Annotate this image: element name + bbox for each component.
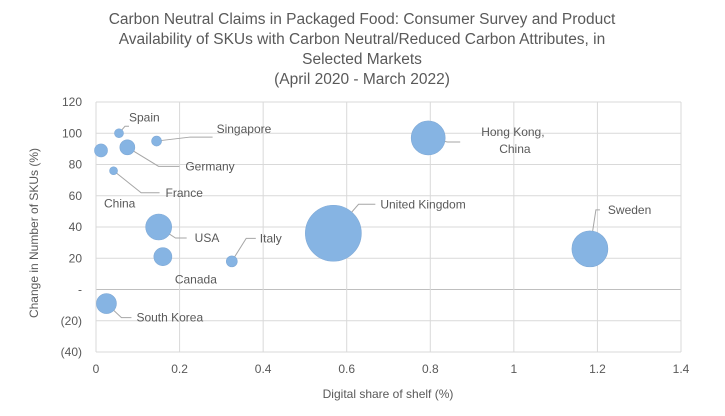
bubble-sweden bbox=[571, 230, 609, 268]
chart-title-line: Carbon Neutral Claims in Packaged Food: … bbox=[108, 11, 616, 28]
x-tick-label: 0.8 bbox=[422, 362, 439, 376]
point-label: Spain bbox=[129, 110, 160, 124]
point-label: USA bbox=[195, 231, 220, 245]
leader-line bbox=[156, 136, 213, 142]
x-tick-label: 0.2 bbox=[171, 362, 188, 376]
leader-line bbox=[231, 237, 256, 262]
point-label: South Korea bbox=[136, 311, 203, 325]
chart-title-line: (April 2020 - March 2022) bbox=[274, 71, 450, 88]
point-label: China bbox=[104, 196, 136, 210]
x-tick-label: 0.4 bbox=[255, 362, 272, 376]
point-label: Sweden bbox=[608, 203, 651, 217]
axes: 120 100 80 60 40 20 - (20) (40) 0 0.2 0.4 0.6 0.8 1 1.2… bbox=[61, 95, 690, 376]
chart-title: Carbon Neutral Claims in Packaged Food: … bbox=[62, 10, 662, 90]
point-label: France bbox=[166, 186, 204, 200]
point-label: United Kingdom bbox=[380, 197, 465, 211]
x-tick-label: 1 bbox=[511, 362, 518, 376]
y-tick-label: 120 bbox=[62, 95, 82, 109]
bubble-singapore bbox=[151, 135, 162, 147]
bubble-usa bbox=[145, 213, 172, 241]
x-tick-label: 1.4 bbox=[673, 362, 690, 376]
bubble-spain bbox=[114, 128, 124, 139]
point-labels: Spain Singapore China Germany France USA Canad… bbox=[104, 110, 651, 324]
y-tick-label: 80 bbox=[69, 158, 83, 172]
y-tick-label: 40 bbox=[69, 220, 83, 234]
x-tick-label: 0.6 bbox=[338, 362, 355, 376]
point-label: Italy bbox=[260, 231, 282, 245]
y-tick-label: 60 bbox=[69, 189, 83, 203]
x-tick-label: 1.2 bbox=[589, 362, 606, 376]
y-axis-label: Change in Number of SKUs (%) bbox=[27, 148, 41, 318]
x-tick-label: 0 bbox=[93, 362, 100, 376]
y-tick-label: - bbox=[78, 283, 82, 297]
y-tick-label: 20 bbox=[69, 251, 83, 265]
bubble-france bbox=[109, 166, 118, 176]
leader-line bbox=[127, 146, 180, 167]
point-label: Canada bbox=[175, 273, 217, 287]
bubble-canada bbox=[153, 247, 173, 266]
bubble-south-korea bbox=[96, 293, 117, 314]
bubbles bbox=[94, 120, 609, 314]
bubble-italy bbox=[226, 255, 238, 268]
point-label: Hong Kong, China bbox=[481, 125, 544, 156]
chart-title-line: Selected Markets bbox=[302, 51, 422, 68]
y-tick-label: (40) bbox=[61, 345, 82, 359]
chart-title-line: Availability of SKUs with Carbon Neutral… bbox=[118, 31, 606, 48]
leader-line bbox=[113, 170, 160, 194]
bubble-united-kingdom bbox=[305, 204, 362, 262]
point-label: Singapore bbox=[217, 122, 272, 136]
bubble-hong-kong-china bbox=[410, 120, 446, 156]
point-label: Germany bbox=[185, 159, 234, 173]
x-axis-label: Digital share of shelf (%) bbox=[323, 387, 454, 401]
bubble-china bbox=[94, 143, 108, 158]
y-tick-label: (20) bbox=[61, 314, 82, 328]
bubble-germany bbox=[119, 139, 136, 156]
y-tick-label: 100 bbox=[62, 126, 82, 140]
